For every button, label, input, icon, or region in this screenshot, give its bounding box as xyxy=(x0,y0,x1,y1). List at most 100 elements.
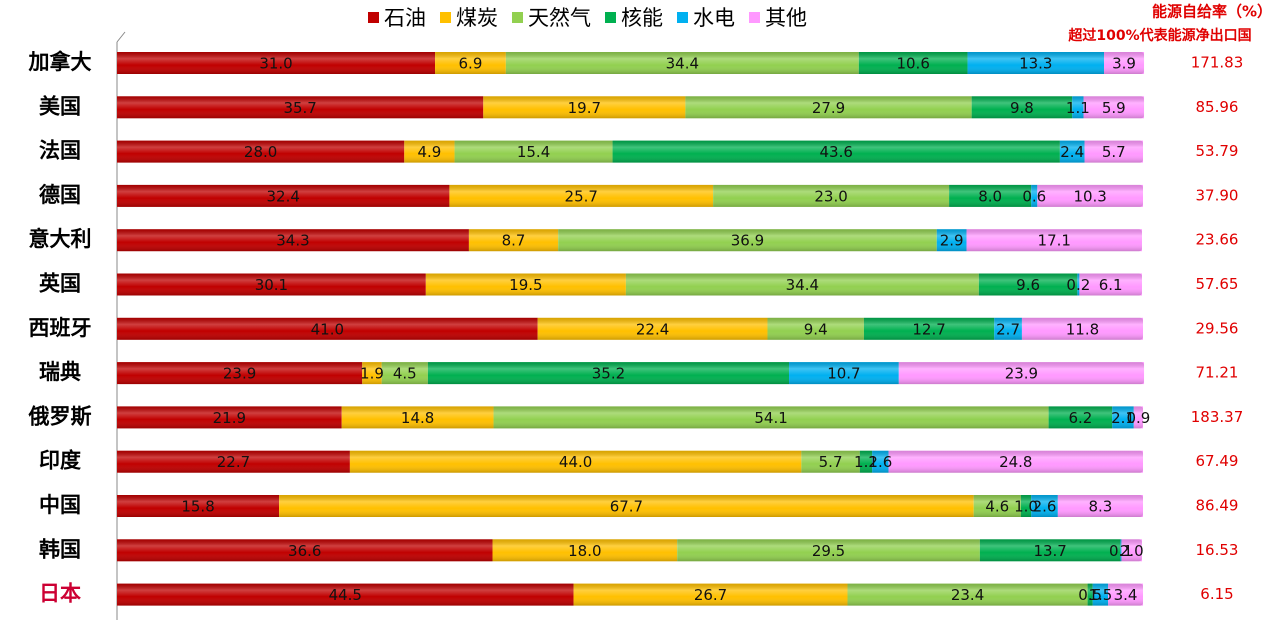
data-label: 8.7 xyxy=(502,232,526,250)
self-sufficiency-label: 67.49 xyxy=(1196,452,1239,470)
data-label: 54.1 xyxy=(754,409,787,427)
data-label: 32.4 xyxy=(267,187,300,205)
data-label: 1.9 xyxy=(360,365,384,383)
category-label: 法国 xyxy=(39,139,81,163)
bar-shade xyxy=(117,52,1145,74)
side-subtitle: 超过100%代表能源净出口国 xyxy=(1067,27,1251,44)
legend-swatch xyxy=(677,12,688,23)
data-label: 27.9 xyxy=(812,99,845,117)
bar-shade xyxy=(117,273,1142,296)
data-label: 1.0 xyxy=(1014,498,1038,516)
category-label: 韩国 xyxy=(39,537,81,561)
data-label: 0.9 xyxy=(1126,409,1150,427)
data-label: 36.9 xyxy=(731,232,764,250)
bar-shade xyxy=(117,317,1143,340)
legend-label: 其他 xyxy=(765,6,807,30)
data-label: 44.0 xyxy=(559,453,592,471)
data-label: 10.6 xyxy=(896,55,929,73)
data-label: 14.8 xyxy=(401,409,434,427)
data-label: 35.7 xyxy=(283,99,316,117)
data-label: 15.8 xyxy=(181,498,214,516)
self-sufficiency-label: 183.37 xyxy=(1191,408,1244,426)
data-label: 34.4 xyxy=(666,55,699,73)
data-label: 2.4 xyxy=(1060,143,1084,161)
data-label: 28.0 xyxy=(244,143,277,161)
category-label: 俄罗斯 xyxy=(28,404,92,428)
data-label: 23.0 xyxy=(814,187,847,205)
legend-label: 天然气 xyxy=(528,6,591,30)
data-label: 1.6 xyxy=(868,453,892,471)
self-sufficiency-label: 171.83 xyxy=(1191,54,1244,72)
category-label: 印度 xyxy=(39,449,81,473)
legend-label: 煤炭 xyxy=(456,6,498,30)
data-label: 5.9 xyxy=(1102,99,1126,117)
data-label: 1.2 xyxy=(854,453,878,471)
data-label: 41.0 xyxy=(311,320,344,338)
data-label: 29.5 xyxy=(812,542,845,560)
data-label: 0.1 xyxy=(1109,542,1133,560)
data-label: 2.1 xyxy=(1111,409,1135,427)
self-sufficiency-label: 57.65 xyxy=(1196,275,1239,293)
category-label: 日本 xyxy=(39,582,81,606)
data-label: 35.2 xyxy=(592,365,625,383)
data-label: 30.1 xyxy=(255,276,288,294)
data-label: 21.9 xyxy=(213,409,246,427)
self-sufficiency-label: 71.21 xyxy=(1196,364,1239,382)
data-label: 34.4 xyxy=(786,276,819,294)
data-label: 26.7 xyxy=(694,586,727,604)
bar-shade xyxy=(117,362,1145,385)
self-sufficiency-label: 29.56 xyxy=(1196,319,1239,337)
data-label: 36.6 xyxy=(288,542,321,560)
legend-label: 石油 xyxy=(384,6,426,30)
data-label: 2.7 xyxy=(996,320,1020,338)
self-sufficiency-label: 37.90 xyxy=(1196,186,1239,204)
data-label: 0.5 xyxy=(1078,586,1102,604)
data-label: 9.6 xyxy=(1016,276,1040,294)
data-label: 23.9 xyxy=(1005,365,1038,383)
bar-shade xyxy=(117,450,1143,473)
data-label: 10.7 xyxy=(827,365,860,383)
bar-shade xyxy=(117,229,1142,252)
category-label: 美国 xyxy=(39,94,81,118)
data-label: 10.3 xyxy=(1073,187,1106,205)
data-label: 24.8 xyxy=(999,453,1032,471)
data-label: 6.2 xyxy=(1068,409,1092,427)
data-label: 18.0 xyxy=(568,542,601,560)
data-label: 31.0 xyxy=(259,55,292,73)
bar-shade xyxy=(117,184,1143,207)
self-sufficiency-label: 6.15 xyxy=(1200,585,1233,603)
legend-label: 水电 xyxy=(693,6,735,30)
data-label: 23.4 xyxy=(951,586,984,604)
data-label: 44.5 xyxy=(329,586,362,604)
data-label: 2.9 xyxy=(940,232,964,250)
data-label: 11.8 xyxy=(1066,320,1099,338)
legend-swatch xyxy=(440,12,451,23)
data-label: 19.5 xyxy=(509,276,542,294)
data-label: 43.6 xyxy=(820,143,853,161)
data-label: 0.6 xyxy=(1022,187,1046,205)
data-label: 23.9 xyxy=(223,365,256,383)
category-label: 瑞典 xyxy=(39,360,81,384)
bar-shade xyxy=(117,583,1143,606)
bar-shade xyxy=(117,140,1143,163)
legend-swatch xyxy=(749,12,760,23)
data-label: 0.2 xyxy=(1066,276,1090,294)
self-sufficiency-label: 16.53 xyxy=(1196,541,1239,559)
data-label: 13.7 xyxy=(1033,542,1066,560)
data-label: 6.9 xyxy=(459,55,483,73)
side-title: 能源自给率（%） xyxy=(1152,3,1272,21)
data-label: 8.0 xyxy=(978,187,1002,205)
category-label: 加拿大 xyxy=(28,50,92,74)
data-label: 4.9 xyxy=(417,143,441,161)
bar-shade xyxy=(117,495,1143,517)
category-label: 中国 xyxy=(39,493,81,517)
legend-swatch xyxy=(512,12,523,23)
data-label: 4.5 xyxy=(393,365,417,383)
data-label: 12.7 xyxy=(912,320,945,338)
data-label: 1.5 xyxy=(1088,586,1112,604)
self-sufficiency-label: 85.96 xyxy=(1196,98,1239,116)
bar-shade xyxy=(117,96,1145,119)
data-label: 67.7 xyxy=(610,498,643,516)
legend-label: 核能 xyxy=(621,6,663,30)
